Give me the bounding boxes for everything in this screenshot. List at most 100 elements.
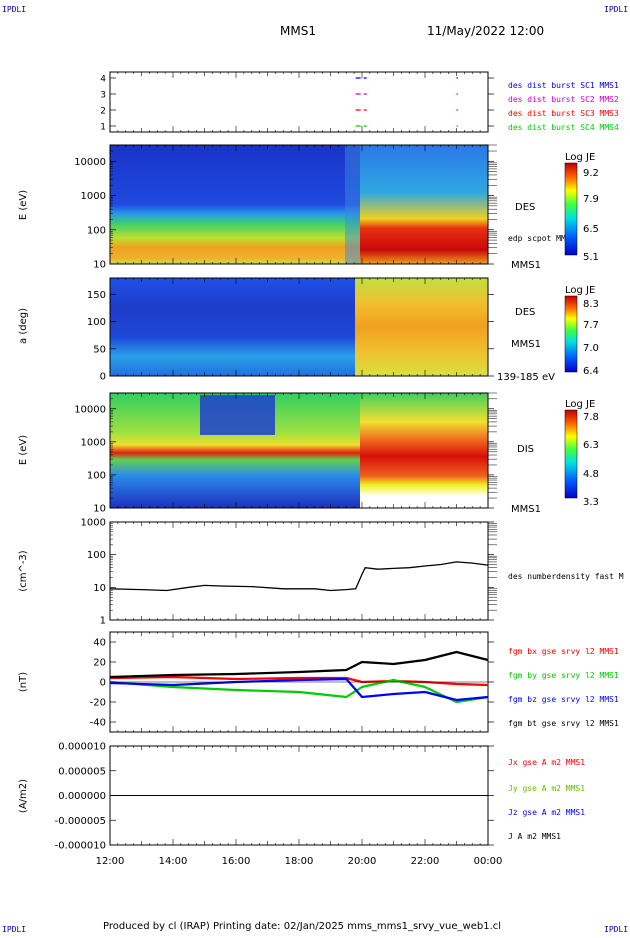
legend-burst-mms4: des dist burst SC4 MMS4 <box>508 123 619 132</box>
y-tick-label: 1000 <box>81 437 106 448</box>
des-energy-colorbar-title: Log JE <box>565 152 595 163</box>
y-tick-label: 100 <box>87 550 106 561</box>
des-pitch-cbar-tick: 7.0 <box>583 343 599 354</box>
panel-burst-frame <box>109 71 489 133</box>
y-tick-label: 10 <box>93 583 106 594</box>
des-pitch-cbar-tick: 7.7 <box>583 320 599 331</box>
y-tick-label: -0.000005 <box>55 816 106 827</box>
legend-burst-mms2: des dist burst SC2 MMS2 <box>508 95 619 104</box>
panel-bfield: (nT) fgm bx gse srvy l2 MMS1 fgm by gse … <box>18 631 619 733</box>
des-pitch-label: DES <box>515 307 535 318</box>
des-energy-heatmap-right <box>360 145 488 264</box>
x-tick-label: 22:00 <box>411 856 440 867</box>
des-pitch-ylabel: a (deg) <box>18 308 29 344</box>
dis-energy-cbar-tick: 7.8 <box>583 412 599 423</box>
y-tick-label: 0.000000 <box>58 791 106 802</box>
des-pitch-sc-label: MMS1 <box>511 339 541 350</box>
y-tick-label: 100 <box>87 225 106 236</box>
current-legend-jx: Jx gse A m2 MMS1 <box>508 758 585 767</box>
y-tick-label: 0.000005 <box>58 766 106 777</box>
bfield-legend-by: fgm by gse srvy l2 MMS1 <box>508 671 619 680</box>
des-energy-sc-label: MMS1 <box>511 260 541 271</box>
dis-energy-colorbar-title: Log JE <box>565 399 595 410</box>
panel-density: (cm^-3) des numberdensity fast M 1 10 100 1… <box>18 518 624 627</box>
des-energy-cbar-tick: 6.5 <box>583 224 599 235</box>
dis-energy-lowflux-patch <box>200 395 275 435</box>
bfield-line <box>109 677 489 702</box>
legend-burst-mms3: des dist burst SC3 MMS3 <box>508 109 619 118</box>
des-pitch-colorbar <box>564 295 578 373</box>
x-tick-label: 16:00 <box>222 856 251 867</box>
y-tick-label: 1000 <box>81 191 106 202</box>
corner-label-br: IPDLI <box>604 925 628 934</box>
y-tick-label: 1 <box>100 123 106 133</box>
bfield-line <box>109 675 489 687</box>
density-line <box>109 561 489 592</box>
y-tick-label: 1000 <box>81 518 106 529</box>
des-energy-scpot-label: edp scpot MMS1 <box>508 234 576 243</box>
y-tick-label: 3 <box>100 91 106 101</box>
bfield-legend-bz: fgm bz gse srvy l2 MMS1 <box>508 695 619 704</box>
panel-des-energy: E (eV) DES edp scpot MMS1 MMS1 10 100 1000… <box>18 144 599 271</box>
corner-label-tl: IPDLI <box>2 5 26 14</box>
y-tick-label: 0 <box>100 372 106 383</box>
current-legend-jy: Jy gse A m2 MMS1 <box>508 784 585 793</box>
dis-energy-cbar-tick: 4.8 <box>583 469 599 480</box>
density-ylabel: (cm^-3) <box>18 550 29 591</box>
current-ylabel: (A/m2) <box>18 779 29 813</box>
dis-energy-label: DIS <box>517 444 534 455</box>
x-axis-labels: 12:00 14:00 16:00 18:00 20:00 22:00 00:00 <box>96 856 503 867</box>
bfield-legend-bx: fgm bx gse srvy l2 MMS1 <box>508 647 619 656</box>
x-tick-label: 14:00 <box>159 856 188 867</box>
y-tick-label: 10000 <box>74 157 106 168</box>
corner-label-bl: IPDLI <box>2 925 26 934</box>
y-tick-label: 40 <box>93 638 106 649</box>
des-energy-label: DES <box>515 202 535 213</box>
bfield-line <box>109 650 489 679</box>
des-pitch-cbar-tick: 6.4 <box>583 366 599 377</box>
y-tick-label: 50 <box>93 344 106 355</box>
dis-energy-cbar-tick: 6.3 <box>583 440 599 451</box>
y-tick-label: -0.000010 <box>55 841 106 852</box>
dis-energy-colorbar <box>564 409 578 499</box>
x-tick-label: 18:00 <box>285 856 314 867</box>
panel-burst: 1 2 3 4 des dist burst SC1 MMS1 des dist bu… <box>100 71 619 133</box>
panel-dis-energy: E (eV) DIS MMS1 10 100 1000 10000 Log JE 7.… <box>18 392 599 515</box>
dis-energy-heatmap-right <box>360 393 488 508</box>
current-legend-j: J A m2 MMS1 <box>508 832 561 841</box>
y-tick-label: 4 <box>100 75 106 85</box>
footer-text: Produced by cl (IRAP) Printing date: 02/… <box>103 921 501 932</box>
density-series-label: des numberdensity fast M <box>508 572 624 581</box>
spacecraft-title: MMS1 <box>280 24 316 38</box>
y-tick-label: 0 <box>100 678 106 689</box>
y-tick-label: 100 <box>87 317 106 328</box>
y-tick-label: 10000 <box>74 404 106 415</box>
dis-energy-sc-label: MMS1 <box>511 504 541 515</box>
y-tick-label: -20 <box>90 698 106 709</box>
des-energy-cbar-tick: 5.1 <box>583 252 599 263</box>
x-tick-label: 12:00 <box>96 856 125 867</box>
y-tick-label: 1 <box>100 616 106 627</box>
des-pitch-heatmap-left <box>110 278 355 376</box>
des-pitch-energy-label: 139-185 eV <box>497 372 555 383</box>
y-tick-label: 20 <box>93 658 106 669</box>
y-tick-label: 150 <box>87 290 106 301</box>
des-pitch-heatmap-right <box>355 278 488 376</box>
des-energy-heatmap-left <box>110 145 360 264</box>
x-tick-label: 00:00 <box>474 856 503 867</box>
y-tick-label: 0.000010 <box>58 742 106 753</box>
bfield-legend-bt: fgm bt gse srvy l2 MMS1 <box>508 719 619 728</box>
y-tick-label: -40 <box>90 718 106 729</box>
des-energy-cbar-tick: 7.9 <box>583 194 599 205</box>
des-energy-cbar-tick: 9.2 <box>583 168 599 179</box>
current-legend-jz: Jz gse A m2 MMS1 <box>508 808 585 817</box>
date-title: 11/May/2022 12:00 <box>427 24 544 38</box>
des-pitch-colorbar-title: Log JE <box>565 285 595 296</box>
des-energy-ylabel: E (eV) <box>18 190 29 220</box>
bfield-line <box>109 678 489 704</box>
x-tick-label: 20:00 <box>348 856 377 867</box>
panel-des-pitch: a (deg) DES MMS1 139-185 eV 0 50 100 150 Lo… <box>18 277 599 383</box>
dis-energy-ylabel: E (eV) <box>18 435 29 465</box>
